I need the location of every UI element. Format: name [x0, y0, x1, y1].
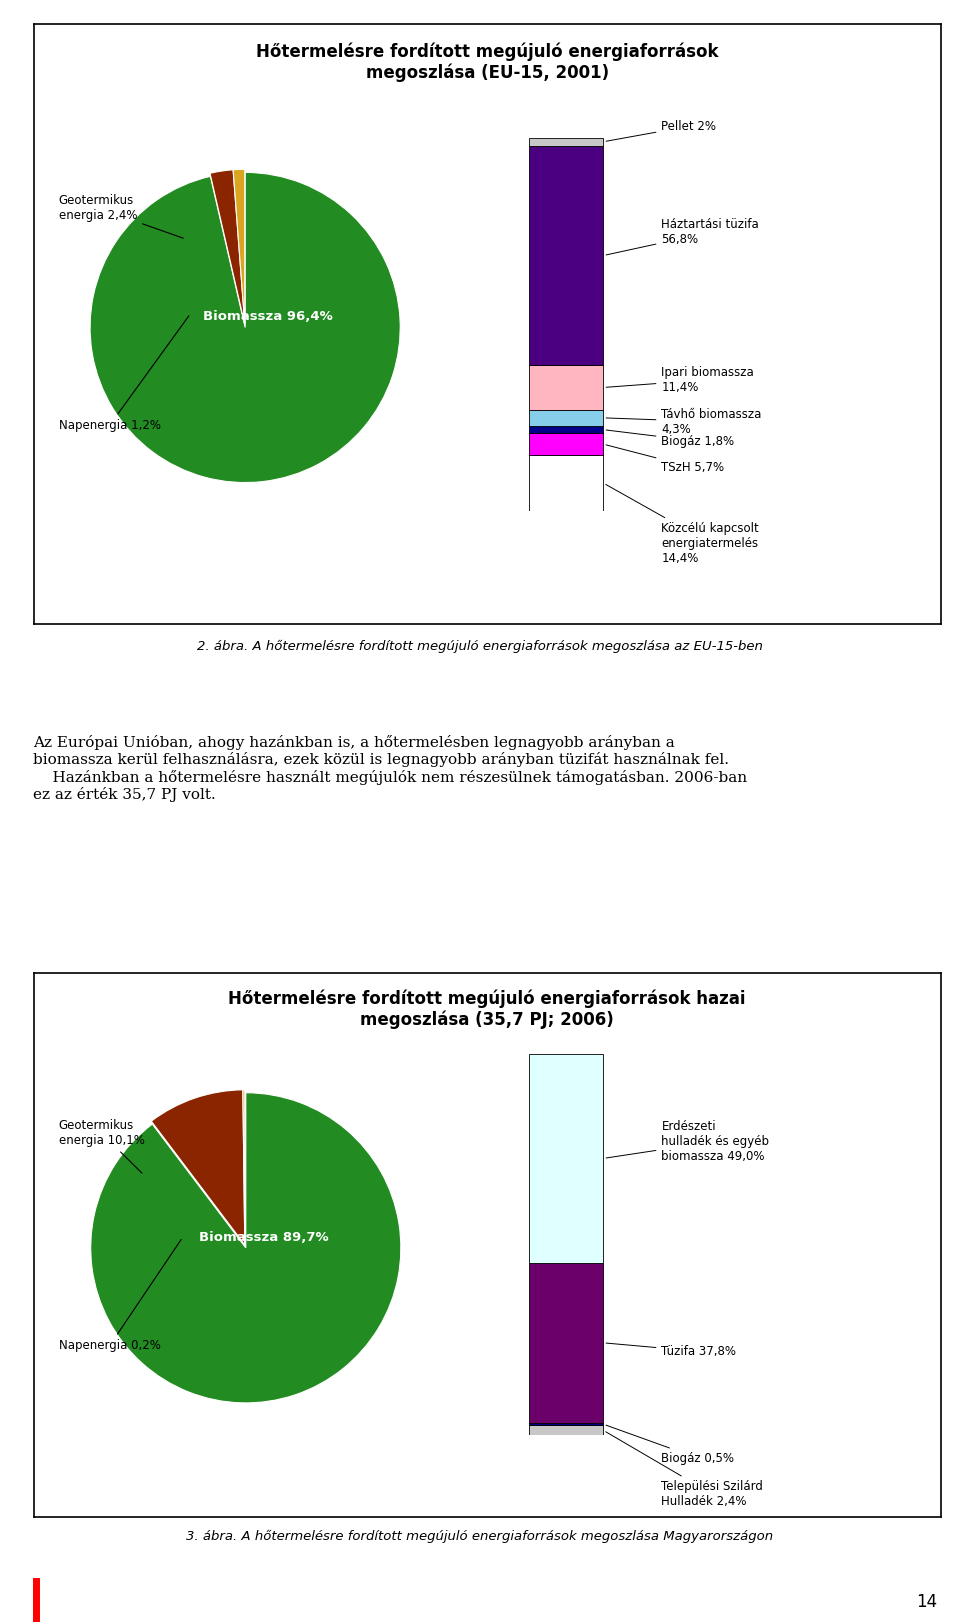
Bar — [530, 138, 604, 146]
Text: Ipari biomassza
11,4%: Ipari biomassza 11,4% — [606, 365, 755, 394]
Bar — [530, 433, 604, 456]
Wedge shape — [152, 1090, 245, 1246]
Text: 3. ábra. A hőtermelésre fordított megújuló energiaforrások megoszlása Magyarorsz: 3. ábra. A hőtermelésre fordított megúju… — [186, 1530, 774, 1543]
Text: Geotermikus
energia 2,4%: Geotermikus energia 2,4% — [59, 195, 183, 238]
Text: Háztartási tüzifa
56,8%: Háztartási tüzifa 56,8% — [606, 219, 759, 255]
Text: Települési Szilárd
Hulladék 2,4%: Települési Szilárd Hulladék 2,4% — [606, 1432, 763, 1508]
Text: Geotermikus
energia 10,1%: Geotermikus energia 10,1% — [59, 1119, 145, 1173]
Wedge shape — [210, 170, 245, 324]
Bar — [530, 1054, 604, 1262]
Text: Távhő biomassza
4,3%: Távhő biomassza 4,3% — [606, 407, 762, 436]
Wedge shape — [233, 169, 245, 324]
Bar — [530, 1262, 604, 1422]
Text: Tüzifa 37,8%: Tüzifa 37,8% — [606, 1343, 736, 1358]
Wedge shape — [90, 1093, 401, 1403]
Wedge shape — [90, 172, 400, 483]
Text: Pellet 2%: Pellet 2% — [606, 120, 716, 141]
Text: Napenergia 0,2%: Napenergia 0,2% — [59, 1239, 181, 1353]
Text: Biogáz 0,5%: Biogáz 0,5% — [606, 1426, 734, 1465]
Text: Hőtermelésre fordított megújuló energiaforrások hazai
megoszlása (35,7 PJ; 2006): Hőtermelésre fordított megújuló energiaf… — [228, 989, 746, 1030]
Bar — [530, 365, 604, 409]
Text: Az Európai Unióban, ahogy hazánkban is, a hőtermelésben legnagyobb arányban a
bi: Az Európai Unióban, ahogy hazánkban is, … — [33, 735, 747, 801]
Bar — [530, 1422, 604, 1426]
Bar — [530, 146, 604, 365]
Text: 14: 14 — [916, 1593, 937, 1611]
Text: Biomassza 89,7%: Biomassza 89,7% — [199, 1231, 328, 1244]
Wedge shape — [243, 1090, 245, 1246]
Text: Biogáz 1,8%: Biogáz 1,8% — [606, 430, 734, 448]
Bar — [530, 427, 604, 433]
Text: Erdészeti
hulladék és egyéb
biomassza 49,0%: Erdészeti hulladék és egyéb biomassza 49… — [606, 1119, 770, 1163]
Text: Napenergia 1,2%: Napenergia 1,2% — [59, 316, 189, 431]
Bar — [530, 1426, 604, 1435]
Bar — [530, 456, 604, 511]
Text: TSzH 5,7%: TSzH 5,7% — [606, 444, 725, 474]
Bar — [530, 409, 604, 427]
Text: Közcélú kapcsolt
energiatermelés
14,4%: Közcélú kapcsolt energiatermelés 14,4% — [606, 485, 759, 564]
Text: 2. ábra. A hőtermelésre fordított megújuló energiaforrások megoszlása az EU-15-b: 2. ábra. A hőtermelésre fordított megúju… — [197, 639, 763, 652]
Text: Biomassza 96,4%: Biomassza 96,4% — [204, 310, 333, 323]
Text: Hőtermelésre fordított megújuló energiaforrások
megoszlása (EU-15, 2001): Hőtermelésre fordított megújuló energiaf… — [256, 42, 718, 83]
